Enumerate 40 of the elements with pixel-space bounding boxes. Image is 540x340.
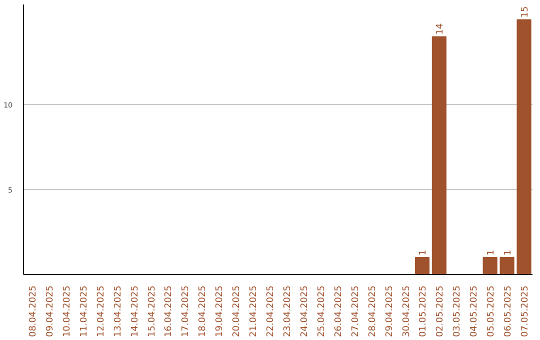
x-tick-label: 03.05.2025 <box>452 286 463 338</box>
x-tick-label: 16.04.2025 <box>164 286 174 338</box>
x-tick-label: 30.04.2025 <box>402 286 412 338</box>
x-tick-label: 18.04.2025 <box>198 286 208 338</box>
x-tick-label: 02.05.2025 <box>436 286 446 338</box>
x-tick-label: 29.04.2025 <box>384 286 395 338</box>
x-tick-label: 15.04.2025 <box>147 286 158 338</box>
x-tick-label: 21.04.2025 <box>249 286 260 338</box>
x-tick-label: 19.04.2025 <box>215 286 226 338</box>
x-tick-label: 01.05.2025 <box>418 286 429 338</box>
x-tick-label: 17.04.2025 <box>181 286 192 338</box>
x-tick-label: 23.04.2025 <box>282 286 293 338</box>
x-tick-label: 05.05.2025 <box>486 286 497 338</box>
bar <box>432 36 446 274</box>
x-tick-label: 27.04.2025 <box>350 286 361 338</box>
x-tick-label: 14.04.2025 <box>130 286 140 338</box>
x-tick-label: 24.04.2025 <box>300 286 310 338</box>
bar <box>482 257 498 274</box>
x-tick-label: 08.04.2025 <box>28 286 38 338</box>
x-tick-label: 12.04.2025 <box>96 286 106 338</box>
x-tick-label: 13.04.2025 <box>113 286 124 338</box>
bar <box>414 257 430 274</box>
x-tick-label: 09.04.2025 <box>45 286 56 338</box>
data-label: 1 <box>418 250 429 256</box>
x-tick-label: 28.04.2025 <box>368 286 378 338</box>
x-tick-label: 11.04.2025 <box>79 286 90 338</box>
data-label: 14 <box>436 23 446 35</box>
x-tick-label: 26.04.2025 <box>334 286 344 338</box>
data-label: 1 <box>504 250 514 256</box>
x-tick-label: 25.04.2025 <box>316 286 327 338</box>
x-tick-label: 04.05.2025 <box>470 286 480 338</box>
x-tick-label: 10.04.2025 <box>62 286 72 338</box>
x-tick-label: 20.04.2025 <box>232 286 242 338</box>
x-tick-label: 07.05.2025 <box>520 286 531 338</box>
bar <box>516 19 532 274</box>
data-label: 1 <box>486 250 497 256</box>
x-tick-label: 06.05.2025 <box>504 286 514 338</box>
bar <box>500 257 514 274</box>
data-label: 15 <box>520 6 531 18</box>
x-tick-label: 22.04.2025 <box>266 286 276 338</box>
